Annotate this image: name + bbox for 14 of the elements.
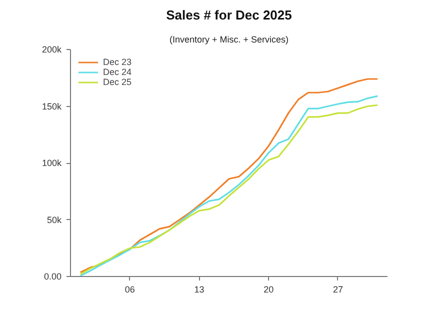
chart-title: Sales # for Dec 2025 xyxy=(166,8,292,22)
chart-subtitle: (Inventory + Misc. + Services) xyxy=(169,34,289,44)
y-tick-label: 50k xyxy=(46,214,62,225)
legend-label: Dec 24 xyxy=(103,67,132,77)
x-tick-label: 20 xyxy=(264,284,274,294)
y-tick-label: 200k xyxy=(42,44,62,54)
y-tick-label: 0.00 xyxy=(44,272,62,282)
y-tick-label: 150k xyxy=(42,101,62,112)
legend-label: Dec 23 xyxy=(103,57,132,67)
x-tick-label: 13 xyxy=(194,284,204,294)
x-tick-label: 27 xyxy=(332,284,343,294)
legend-label: Dec 25 xyxy=(103,77,132,87)
x-tick-label: 06 xyxy=(124,284,135,294)
y-tick-label: 100k xyxy=(42,158,62,168)
